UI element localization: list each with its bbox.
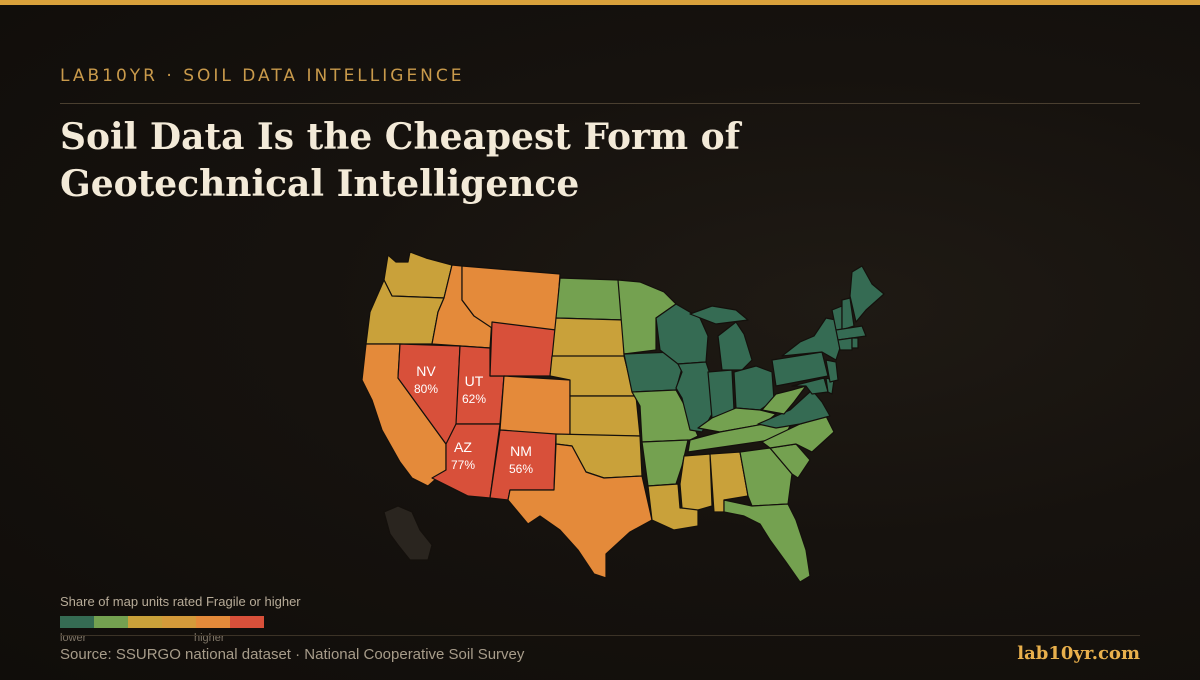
state-co xyxy=(499,375,571,437)
state-sd xyxy=(551,317,625,359)
footer-divider xyxy=(60,635,1140,636)
site-link[interactable]: lab10yr.com xyxy=(1017,643,1140,664)
state-nj xyxy=(825,359,839,383)
state-tx xyxy=(507,443,653,579)
state-value-nv: 80% xyxy=(414,382,438,396)
state-wy xyxy=(489,321,557,377)
state-az xyxy=(431,423,501,499)
state-fl xyxy=(723,499,811,583)
state-nh xyxy=(841,297,855,331)
header-divider xyxy=(60,103,1140,104)
state-nd xyxy=(555,277,625,321)
legend-high-label: higher xyxy=(194,632,225,644)
state-pa xyxy=(771,351,829,387)
state-ar xyxy=(641,439,689,487)
state-mi xyxy=(717,321,753,371)
state-il xyxy=(675,361,713,433)
legend-low-label: lower xyxy=(60,632,87,644)
state-label-nm: NM xyxy=(510,443,532,459)
legend-swatch-5 xyxy=(196,616,230,628)
state-wa xyxy=(383,251,453,299)
legend-color-ramp xyxy=(60,616,264,628)
legend-swatch-6 xyxy=(230,616,264,628)
state-la xyxy=(647,483,699,531)
mexico-landmass xyxy=(383,505,433,561)
state-mo xyxy=(631,389,699,443)
state-md xyxy=(791,377,829,395)
state-wi xyxy=(655,303,709,365)
title-line-1: Soil Data Is the Cheapest Form of xyxy=(60,116,741,158)
legend-swatch-4 xyxy=(162,616,196,628)
state-value-az: 77% xyxy=(451,458,475,472)
state-ri xyxy=(851,337,859,349)
title-line-2: Geotechnical Intelligence xyxy=(60,163,580,205)
legend-swatch-2 xyxy=(94,616,128,628)
top-accent-bar xyxy=(0,0,1200,5)
state-value-nm: 56% xyxy=(509,462,533,476)
legend-swatch-1 xyxy=(60,616,94,628)
legend-title: Share of map units rated Fragile or high… xyxy=(60,594,301,609)
state-ks xyxy=(569,395,641,437)
state-label-ut: UT xyxy=(465,373,484,389)
source-note: Source: SSURGO national dataset · Nation… xyxy=(60,646,525,663)
state-va xyxy=(757,389,831,429)
legend-swatch-3 xyxy=(128,616,162,628)
state-value-ut: 62% xyxy=(462,392,486,406)
eyebrow-label: LAB10YR · SOIL DATA INTELLIGENCE xyxy=(60,66,465,86)
state-mi-upper xyxy=(689,305,749,325)
state-ms xyxy=(679,453,713,511)
page-title: Soil Data Is the Cheapest Form of Geotec… xyxy=(60,114,820,208)
state-me xyxy=(849,265,885,323)
state-ma xyxy=(835,325,867,341)
state-ny xyxy=(781,317,841,361)
state-ct xyxy=(837,337,853,351)
state-label-nv: NV xyxy=(416,363,436,379)
state-label-az: AZ xyxy=(454,439,472,455)
